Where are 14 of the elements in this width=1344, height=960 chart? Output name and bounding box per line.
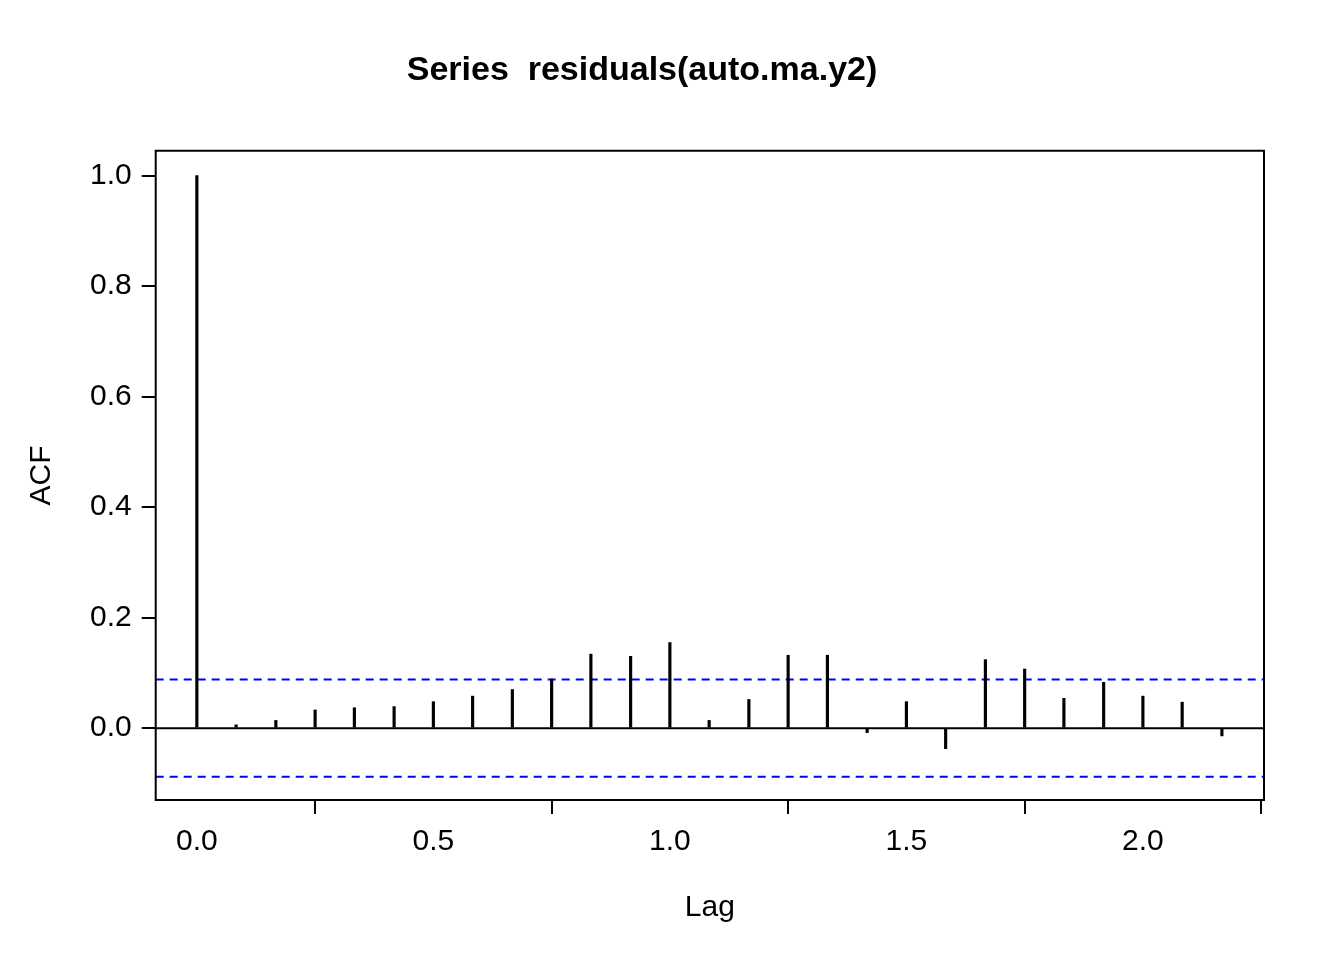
y-tick-label: 1.0: [89, 156, 132, 190]
y-tick-label: 0.4: [89, 488, 132, 522]
y-tick-label: 0.6: [89, 377, 132, 411]
y-tick-label: 0.8: [89, 267, 132, 301]
x-tick-label: 2.0: [1122, 823, 1164, 857]
x-tick-label: 0.5: [412, 823, 455, 857]
x-tick-label: 0.0: [176, 823, 218, 857]
y-tick-label: 0.2: [89, 598, 132, 632]
chart-title: Series residuals(auto.ma.y2): [406, 48, 878, 87]
y-tick-label: 0.0: [89, 709, 132, 743]
x-axis-title: Lag: [684, 889, 735, 923]
x-tick-label: 1.0: [649, 823, 691, 857]
y-axis-title: ACF: [23, 445, 57, 506]
x-tick-label: 1.5: [885, 823, 928, 857]
